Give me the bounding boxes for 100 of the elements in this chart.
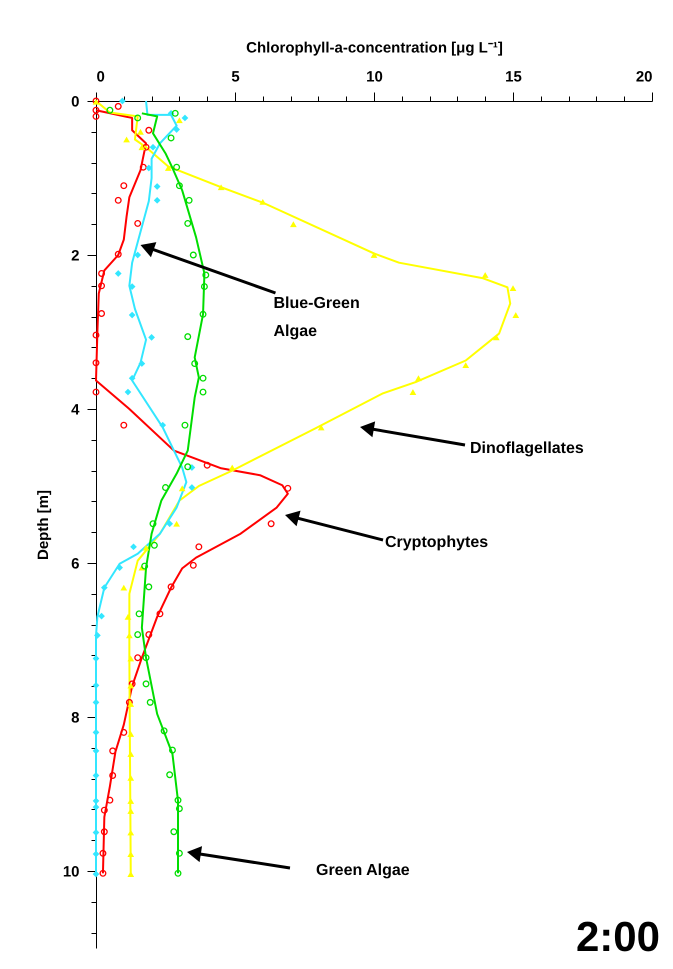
point — [410, 389, 416, 395]
point — [98, 310, 106, 317]
point — [92, 772, 100, 779]
point — [482, 272, 489, 278]
point — [168, 746, 176, 754]
point — [124, 614, 132, 620]
x-tick-label: 20 — [636, 68, 652, 86]
point — [510, 285, 516, 292]
point — [98, 270, 106, 277]
point — [126, 698, 133, 706]
point — [176, 117, 183, 124]
point — [109, 747, 116, 754]
point — [174, 796, 182, 804]
point — [138, 360, 146, 367]
point — [123, 136, 130, 142]
point — [98, 282, 106, 290]
point — [154, 196, 161, 204]
point — [128, 283, 136, 290]
point — [370, 252, 378, 258]
point — [142, 680, 150, 688]
point — [127, 798, 134, 804]
point — [92, 682, 100, 689]
point — [162, 484, 169, 492]
point — [134, 654, 142, 662]
point — [127, 808, 134, 814]
point — [127, 682, 134, 688]
point — [176, 182, 183, 190]
point — [127, 701, 134, 707]
point — [159, 422, 166, 429]
point — [106, 106, 114, 114]
point — [178, 485, 186, 492]
point — [181, 422, 188, 429]
point — [172, 110, 179, 117]
point — [130, 543, 137, 550]
point — [114, 102, 122, 110]
point — [415, 375, 422, 382]
annotation: Dinoflagellates — [470, 440, 584, 457]
point — [142, 544, 150, 551]
y-tick-label: 4 — [71, 402, 80, 418]
point — [268, 520, 275, 528]
point — [100, 806, 108, 814]
point — [134, 252, 142, 258]
y-tick-label: 0 — [71, 94, 80, 110]
point — [218, 184, 224, 190]
x-axis-title: Chlorophyll-a-concentration [μg L⁻¹] — [246, 40, 503, 56]
point — [170, 828, 178, 836]
point — [156, 610, 164, 618]
point — [168, 134, 175, 142]
point — [166, 520, 174, 528]
point — [290, 221, 297, 228]
point — [142, 144, 150, 151]
point — [136, 610, 143, 618]
y-tick-label: 6 — [71, 556, 80, 572]
y-tick-label: 10 — [62, 864, 80, 880]
point — [94, 632, 101, 639]
point — [200, 283, 208, 290]
point — [184, 463, 192, 470]
point — [92, 829, 100, 836]
point — [176, 850, 183, 857]
point — [168, 583, 175, 590]
point — [120, 422, 128, 429]
point — [92, 112, 100, 120]
annotation: 2:00 — [576, 913, 660, 960]
point — [127, 830, 134, 836]
point — [146, 698, 154, 706]
point — [92, 870, 100, 878]
point — [195, 543, 202, 550]
point — [145, 126, 152, 134]
point — [150, 520, 156, 528]
point — [92, 332, 100, 339]
point — [138, 144, 146, 150]
annotation: Green Algae — [316, 862, 410, 879]
point — [145, 583, 152, 590]
point — [190, 562, 197, 569]
y-tick-label: 2 — [71, 248, 80, 264]
point — [176, 805, 183, 812]
point — [190, 252, 197, 258]
point — [284, 484, 292, 492]
point — [160, 727, 168, 734]
point — [92, 850, 100, 858]
point — [492, 334, 500, 340]
point — [92, 798, 100, 804]
point — [148, 334, 155, 341]
point — [92, 699, 100, 706]
point — [154, 183, 161, 190]
point — [134, 114, 142, 122]
point — [200, 374, 207, 382]
point — [150, 542, 158, 549]
point — [92, 388, 100, 396]
point — [200, 310, 207, 318]
point — [92, 655, 100, 662]
point — [188, 484, 196, 491]
point — [182, 114, 188, 122]
point — [127, 751, 134, 757]
point — [204, 462, 211, 469]
point — [128, 680, 136, 688]
point — [92, 748, 100, 754]
point — [191, 360, 198, 368]
x-tick-label: 0 — [96, 68, 105, 86]
point — [127, 656, 134, 662]
